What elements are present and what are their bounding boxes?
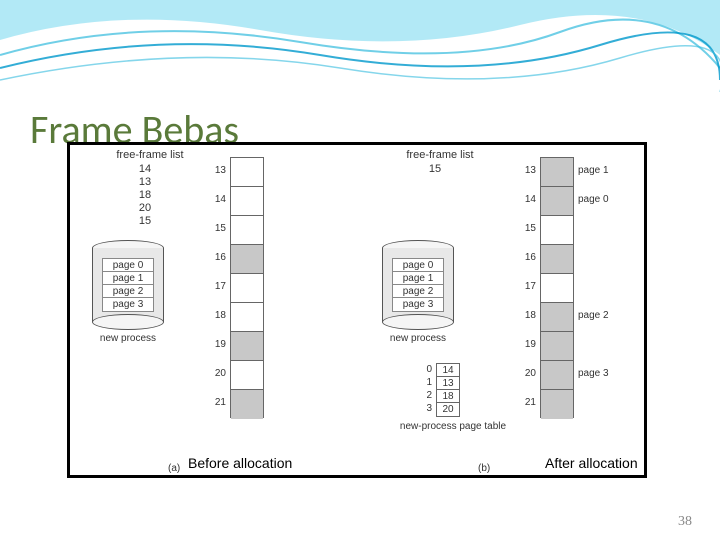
frame-num: 14 [208, 194, 226, 205]
caption-before: Before allocation [188, 455, 292, 471]
page-number: 38 [678, 514, 692, 530]
frame-num: 16 [208, 252, 226, 263]
free-list-label: free-frame list [110, 149, 190, 161]
frame-cell [231, 216, 263, 245]
free-frame-num: 15 [420, 163, 450, 176]
proc-page: page 2 [393, 285, 443, 298]
frame-cell [231, 274, 263, 303]
free-list-label: free-frame list [400, 149, 480, 161]
frame-cell [541, 303, 573, 332]
free-frame-num: 20 [130, 202, 160, 215]
frame-num: 21 [518, 397, 536, 408]
pt-row: 18 [437, 390, 459, 403]
frame-num: 17 [518, 281, 536, 292]
frame-cell [541, 274, 573, 303]
free-frame-num: 15 [130, 215, 160, 228]
free-frame-num: 18 [130, 189, 160, 202]
subfig-label-a: (a) [168, 463, 180, 474]
frame-cell [541, 158, 573, 187]
frame-num: 19 [208, 339, 226, 350]
pt-idx: 1 [420, 376, 432, 389]
pt-idx: 0 [420, 363, 432, 376]
frame-num: 18 [518, 310, 536, 321]
frame-num: 20 [208, 368, 226, 379]
free-frame-num: 14 [130, 163, 160, 176]
wave-background [0, 0, 720, 120]
frame-cell [541, 245, 573, 274]
proc-page: page 1 [393, 272, 443, 285]
process-cylinder-after: page 0 page 1 page 2 page 3 [382, 240, 454, 330]
frame-cell [231, 187, 263, 216]
frame-num: 13 [208, 165, 226, 176]
frame-num: 13 [518, 165, 536, 176]
frame-num: 14 [518, 194, 536, 205]
frame-num: 15 [518, 223, 536, 234]
frame-cell [231, 390, 263, 419]
process-cylinder-before: page 0 page 1 page 2 page 3 [92, 240, 164, 330]
frame-cell [541, 187, 573, 216]
frame-cell [541, 390, 573, 419]
frame-cell [231, 245, 263, 274]
free-frame-list-before: 14 13 18 20 15 [130, 163, 160, 228]
frame-num: 18 [208, 310, 226, 321]
frame-cell [231, 158, 263, 187]
pt-idx: 2 [420, 389, 432, 402]
after-panel: free-frame list 15 page 0 page 1 page 2 … [360, 145, 650, 475]
frame-page-label: page 3 [578, 368, 620, 379]
free-frame-list-after: 15 [420, 163, 450, 176]
memory-frames-before [230, 157, 264, 418]
proc-page: page 3 [393, 298, 443, 311]
memory-frames-after [540, 157, 574, 418]
proc-page: page 0 [393, 259, 443, 272]
frame-num: 20 [518, 368, 536, 379]
frame-num: 19 [518, 339, 536, 350]
frame-page-label: page 2 [578, 310, 620, 321]
pt-row: 14 [437, 364, 459, 377]
frame-page-label: page 0 [578, 194, 620, 205]
frame-cell [231, 332, 263, 361]
proc-page: page 0 [103, 259, 153, 272]
frame-page-label: page 1 [578, 165, 620, 176]
pt-row: 13 [437, 377, 459, 390]
caption-after: After allocation [545, 455, 638, 471]
pt-idx: 3 [420, 402, 432, 415]
page-table: 14 13 18 20 [436, 363, 460, 417]
frame-num: 16 [518, 252, 536, 263]
before-panel: free-frame list 14 13 18 20 15 page 0 pa… [70, 145, 360, 475]
free-frame-num: 13 [130, 176, 160, 189]
proc-page: page 1 [103, 272, 153, 285]
frame-cell [231, 361, 263, 390]
page-table-label: new-process page table [388, 421, 518, 432]
diagram-container: free-frame list 14 13 18 20 15 page 0 pa… [67, 142, 647, 478]
proc-page: page 2 [103, 285, 153, 298]
frame-num: 15 [208, 223, 226, 234]
process-label: new process [378, 333, 458, 344]
frame-cell [231, 303, 263, 332]
pt-row: 20 [437, 403, 459, 416]
frame-num: 17 [208, 281, 226, 292]
frame-num: 21 [208, 397, 226, 408]
frame-cell [541, 332, 573, 361]
subfig-label-b: (b) [478, 463, 490, 474]
frame-cell [541, 216, 573, 245]
process-label: new process [88, 333, 168, 344]
proc-page: page 3 [103, 298, 153, 311]
frame-cell [541, 361, 573, 390]
